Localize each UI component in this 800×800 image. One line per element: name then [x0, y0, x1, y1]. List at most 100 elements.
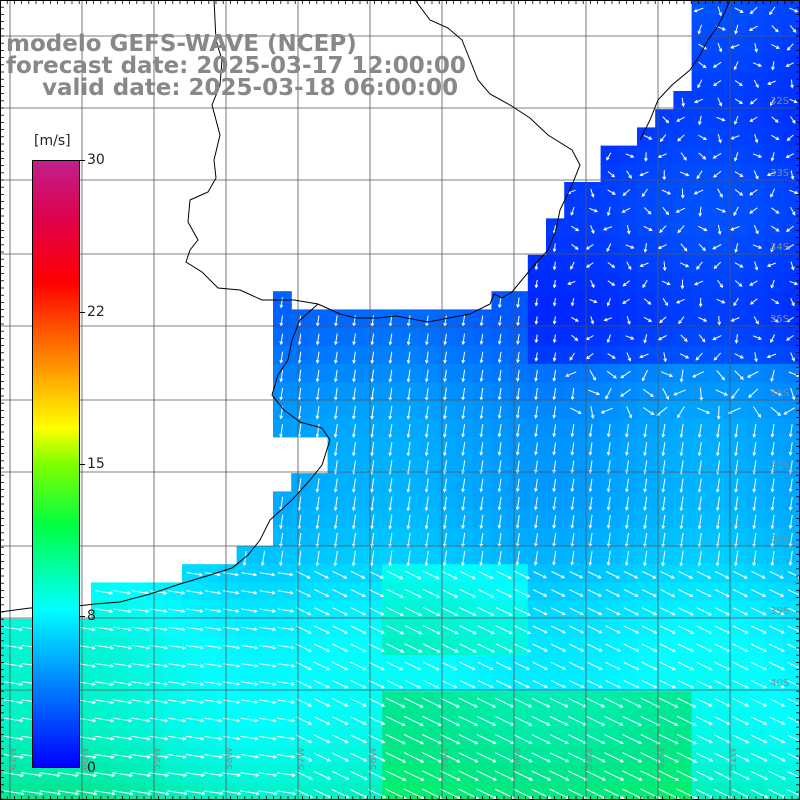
wind-arrow [407, 460, 411, 474]
wind-arrowhead [708, 630, 713, 634]
wind-arrowhead [424, 543, 429, 548]
wind-arrow [680, 532, 684, 548]
wind-arrow [353, 315, 356, 326]
wind-arrow [626, 316, 631, 325]
wind-arrowhead [400, 649, 405, 653]
wind-arrowhead [552, 377, 557, 382]
wind-arrowhead [788, 525, 793, 530]
wind-arrow [167, 644, 186, 649]
wind-arrowhead [418, 631, 423, 635]
wind-arrow [589, 207, 598, 212]
wind-arrow [532, 680, 548, 688]
wind-arrow [752, 244, 762, 249]
wind-arrowhead [253, 590, 258, 595]
wind-arrowhead [474, 704, 479, 708]
wind-arrow [679, 353, 689, 359]
wind-arrowhead [474, 777, 479, 781]
wind-arrow [459, 588, 476, 598]
wind-arrow [480, 333, 484, 345]
wind-arrowhead [739, 9, 744, 13]
wind-arrow [425, 369, 429, 382]
wind-arrow [167, 663, 186, 667]
wind-arrowhead [146, 682, 151, 686]
wind-arrow [658, 734, 679, 745]
wind-arrow [261, 551, 265, 566]
wind-arrowhead [713, 265, 718, 270]
wind-arrow [789, 424, 793, 437]
wind-arrowhead [733, 66, 738, 71]
wind-arrowhead [770, 525, 775, 530]
wind-arrowhead [777, 392, 782, 397]
wind-arrow [407, 351, 411, 364]
wind-arrow [258, 754, 277, 758]
wind-arrow [735, 334, 738, 343]
wind-arrow [680, 334, 688, 342]
wind-arrowhead [758, 336, 762, 340]
wind-arrow [313, 679, 330, 689]
wind-arrowhead [570, 469, 575, 474]
wind-arrow [535, 478, 538, 492]
wind-arrowhead [370, 434, 374, 439]
wind-arrow [567, 770, 588, 781]
wind-arrow [316, 514, 320, 529]
wind-arrowhead [461, 562, 465, 567]
wind-arrow [641, 188, 649, 197]
wind-arrow [698, 61, 707, 68]
wind-arrowhead [399, 594, 404, 598]
wind-arrowhead [570, 524, 575, 529]
wind-arrowhead [333, 562, 338, 567]
wind-arrow [771, 424, 775, 437]
wind-arrow [298, 424, 302, 437]
wind-arrowhead [454, 649, 459, 653]
wind-arrow [480, 369, 484, 382]
wind-arrowhead [745, 758, 750, 762]
wind-arrowhead [479, 433, 484, 438]
wind-arrow [571, 514, 575, 528]
wind-arrow [203, 790, 223, 795]
wind-arrow [476, 770, 497, 781]
wind-arrow [680, 369, 684, 382]
wind-arrow [771, 134, 779, 140]
wind-arrow [353, 405, 356, 419]
wind-arrowhead [675, 777, 680, 781]
wind-arrow [403, 715, 424, 726]
wind-arrow [768, 788, 786, 798]
wind-arrow [732, 625, 748, 634]
wind-arrow [496, 570, 512, 579]
wind-arrow [586, 335, 594, 341]
wind-arrowhead [363, 758, 368, 762]
wind-arrow [698, 115, 702, 125]
wind-arrow [622, 298, 631, 304]
wind-arrowhead [606, 543, 611, 548]
wind-arrow [754, 261, 758, 270]
wind-arrow [714, 698, 731, 707]
wind-arrowhead [721, 117, 726, 122]
wind-arrow [699, 206, 702, 216]
wind-arrow [131, 754, 150, 758]
wind-arrowhead [771, 66, 775, 71]
wind-arrow [771, 279, 775, 288]
wind-arrow [677, 625, 694, 634]
wind-arrowhead [544, 648, 549, 652]
wind-arrow [677, 134, 685, 142]
wind-arrowhead [362, 721, 367, 725]
wind-arrowhead [424, 488, 429, 493]
wind-arrowhead [740, 376, 744, 380]
wind-arrowhead [200, 663, 205, 668]
wind-arrowhead [616, 611, 621, 616]
wind-arrowhead [785, 154, 790, 158]
wind-arrowhead [146, 718, 151, 723]
wind-arrow [660, 589, 675, 597]
wind-arrowhead [643, 433, 647, 438]
wind-arrowhead [577, 410, 582, 414]
wind-arrow [535, 369, 538, 381]
wind-arrow [676, 788, 698, 800]
wind-arrowhead [271, 572, 276, 577]
wind-arrow [626, 406, 632, 418]
wind-arrowhead [727, 758, 732, 762]
wind-arrow [680, 478, 684, 492]
wind-arrow [626, 442, 629, 456]
wind-arrow [259, 681, 276, 685]
wind-arrowhead [497, 524, 502, 530]
wind-arrowhead [182, 736, 187, 741]
